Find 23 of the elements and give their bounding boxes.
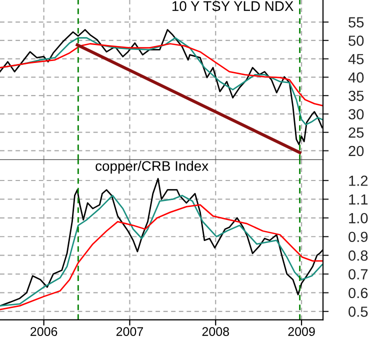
y-tick-label: 20	[348, 146, 364, 156]
x-tick-label: 2007	[116, 327, 143, 336]
y-tick-label: 30	[348, 109, 364, 120]
x-tick-label: 2006	[30, 327, 58, 336]
y-tick-label: 0.8	[348, 250, 368, 261]
y-tick-label: 45	[348, 54, 364, 64]
y-tick-label: 0.9	[348, 232, 368, 242]
y-tick-label: 1.1	[349, 194, 368, 204]
y-tick-label: 40	[348, 72, 364, 83]
y-tick-label: 50	[348, 36, 364, 46]
x-tick-label: 2009	[288, 327, 315, 336]
y-tick-label: 0.6	[348, 288, 368, 298]
y-tick-label: 35	[348, 90, 364, 102]
chart-title: copper/CRB Index	[96, 160, 208, 174]
y-tick-label: 1.2	[349, 176, 368, 186]
y-tick-label: 1.0	[349, 213, 368, 224]
x-tick-label: 2008	[202, 327, 229, 336]
y-tick-label: 0.5	[348, 306, 368, 317]
y-tick-label: 0.7	[348, 269, 368, 280]
chart-title: 10 Y TSY YLD NDX	[172, 1, 294, 11]
y-tick-label: 55	[348, 17, 364, 28]
line-series	[0, 43, 323, 106]
y-tick-label: 25	[348, 127, 364, 138]
